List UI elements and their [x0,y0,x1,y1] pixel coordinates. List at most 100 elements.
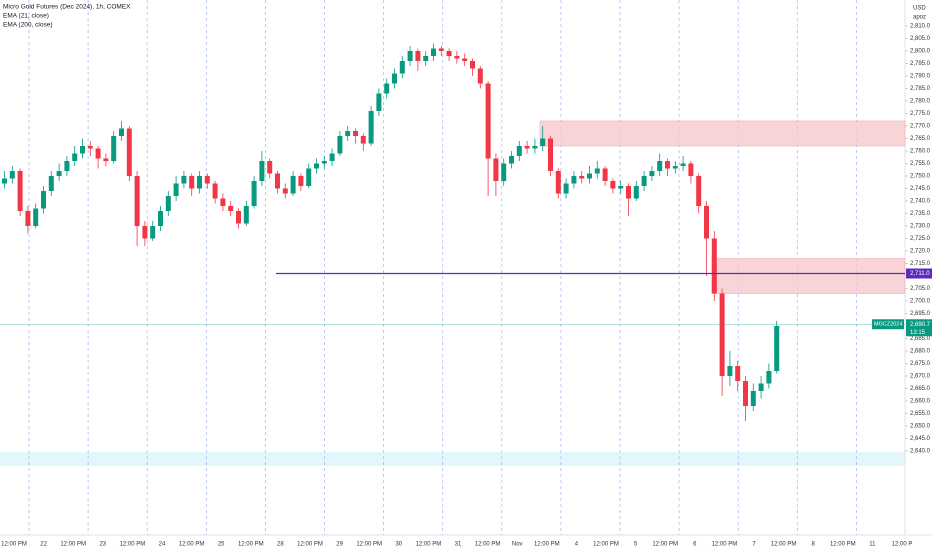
symbol-label: MGCZ2024 [874,322,902,328]
x-tick-label: 22 [40,542,47,548]
level-box [906,268,932,279]
candle-body [197,176,202,189]
candle-body [719,293,725,376]
candle-body [532,146,538,149]
y-tick-label: 2,655.0 [910,411,931,417]
candle-body [633,186,639,199]
candle-body [672,166,678,169]
x-tick-label: 31 [455,542,462,548]
candle-body [587,173,592,179]
candle-body [282,188,288,194]
candle-body [314,163,319,169]
y-tick-label: 2,725.0 [910,236,931,242]
candle-body [657,161,663,171]
candle-body [251,181,257,206]
candle-body [368,111,374,144]
candle-body [298,176,304,186]
candle-body [72,153,78,161]
candle-body [704,206,709,239]
candle-body [680,163,686,166]
zone [711,258,906,294]
candle-body [41,191,46,209]
y-tick-label: 2,650.0 [910,424,931,430]
candle-body [392,73,397,84]
candle-body [165,196,171,211]
candle-body [384,83,390,94]
y-tick-label: 2,790.0 [910,74,931,80]
candle-body [220,198,226,206]
x-tick-label: 12:00 PM [356,542,382,548]
candle-body [501,163,507,181]
axis-note: apoz [913,15,926,21]
y-tick-label: 2,705.0 [910,286,931,292]
candle-body [493,158,499,181]
candle-body [87,146,93,149]
indicator: EMA (21, close) [3,13,49,20]
candle-body [243,206,249,224]
candle-body [758,383,764,391]
x-tick-label: 25 [218,542,225,548]
candle-body [275,173,280,189]
candle-body [95,148,101,159]
x-tick-label: 12:00 P [892,542,913,548]
candle-body [337,136,343,154]
x-tick-label: 12:00 PM [593,542,619,548]
candle-body [618,186,624,189]
y-tick-label: 2,720.0 [910,249,931,255]
grid [28,0,857,535]
y-tick-label: 2,645.0 [910,436,931,442]
candle-body [524,146,530,149]
y-tick-label: 2,665.0 [910,386,931,392]
candle-body [189,176,195,189]
candle-body [454,56,460,59]
x-tick-label: 12:00 PM [712,542,738,548]
y-tick-label: 2,660.0 [910,399,931,405]
candle-body [306,168,312,186]
candle-body [173,183,179,196]
candle-body [477,68,483,84]
x-tick-label: 12:00 PM [830,542,856,548]
x-tick-label: 24 [159,542,166,548]
candle-body [407,51,413,61]
candle-body [150,226,156,239]
y-tick-label: 2,770.0 [910,124,931,130]
candle-body [64,161,70,171]
currency: USD [913,6,926,12]
candle-body [665,161,670,169]
candle-body [236,211,241,224]
candle-body [579,176,585,179]
y-tick-label: 2,735.0 [910,211,931,217]
candle-body [696,176,702,206]
candle-body [158,211,163,226]
y-tick-label: 2,780.0 [910,99,931,105]
x-tick-label: 12:00 PM [652,542,678,548]
candle-body [353,131,358,136]
candle-body [649,171,655,176]
candle-body [509,156,514,164]
candle-body [540,138,546,146]
x-tick-label: 6 [693,542,697,548]
x-tick-label: 23 [99,542,106,548]
candle-body [399,61,405,74]
candle-body [181,176,187,184]
last-label: 2,690.7 [910,322,931,328]
candle-body [17,171,23,211]
x-tick-label: 8 [812,542,816,548]
x-tick-label: 7 [752,542,756,548]
candle-body [119,128,124,136]
candle-body [80,146,85,154]
candle-body [212,183,218,199]
candle-body [688,163,694,176]
candle-body [259,161,265,181]
candle-body [431,48,436,56]
x-tick-label: 5 [634,542,638,548]
x-tick-label: 12:00 PM [1,542,27,548]
candle-body [563,183,569,194]
x-tick-label: 12:00 PM [179,542,205,548]
x-tick-label: 12:00 PM [534,542,560,548]
x-tick-label: 11 [869,542,876,548]
candle-body [462,58,468,61]
candle-body [774,326,780,371]
candle-body [610,181,616,189]
y-tick-label: 2,775.0 [910,111,931,117]
